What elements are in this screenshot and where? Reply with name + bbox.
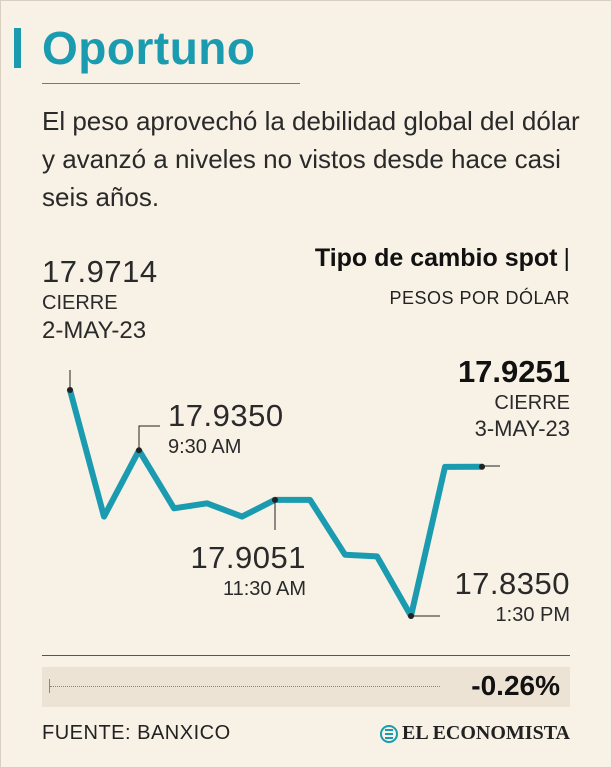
annotation-start-value: 17.9714 [42,254,158,289]
annotation-1130-label: 11:30 AM [222,578,306,600]
annotation-930: 17.9350 9:30 AM [168,398,284,460]
change-box [42,667,570,707]
footer-divider [42,655,570,656]
annotation-start-label: CIERRE [42,292,118,314]
annotation-130-value: 17.8350 [454,566,570,601]
change-dotted-line [50,686,440,687]
data-point-0 [67,387,73,393]
annotation-1130-value: 17.9051 [190,540,306,575]
source-credit: FUENTE: BANXICO [42,722,231,744]
data-point-10 [408,613,414,619]
change-tick [49,679,50,693]
change-value: -0.26% [471,670,560,701]
brand-name: EL ECONOMISTA [402,722,570,744]
data-point-12 [479,463,485,470]
chart-title: Tipo de cambio spot | [315,244,570,273]
annotation-start: 17.9714 CIERRE 2-MAY-23 [42,254,158,346]
chart-title-text: Tipo de cambio spot [314,244,558,272]
title-accent-bar [14,28,21,68]
leader-line-2 [138,425,160,450]
title-underline [42,83,300,84]
data-point-6 [272,496,278,503]
annotation-130: 17.8350 1:30 PM [454,566,570,628]
annotation-start-date: 2-MAY-23 [42,317,147,344]
annotation-end-value: 17.9251 [457,354,570,389]
annotation-130-label: 1:30 PM [495,604,570,626]
chart-units: PESOS POR DÓLAR [389,288,570,308]
annotation-930-label: 9:30 AM [168,436,242,458]
annotation-end-label: CIERRE [494,392,570,414]
subtitle: El peso aprovechó la debilidad global de… [42,106,580,212]
annotation-1130: 17.9051 11:30 AM [180,540,306,602]
annotation-930-value: 17.9350 [168,398,284,433]
brand: EL ECONOMISTA [380,722,570,745]
data-point-2 [136,447,142,454]
chart-title-separator: | [563,244,571,272]
annotation-end-date: 3-MAY-23 [474,416,570,441]
annotation-end: 17.9251 CIERRE 3-MAY-23 [458,354,570,442]
page-title: Oportuno [42,22,256,74]
brand-logo-icon [380,724,398,743]
